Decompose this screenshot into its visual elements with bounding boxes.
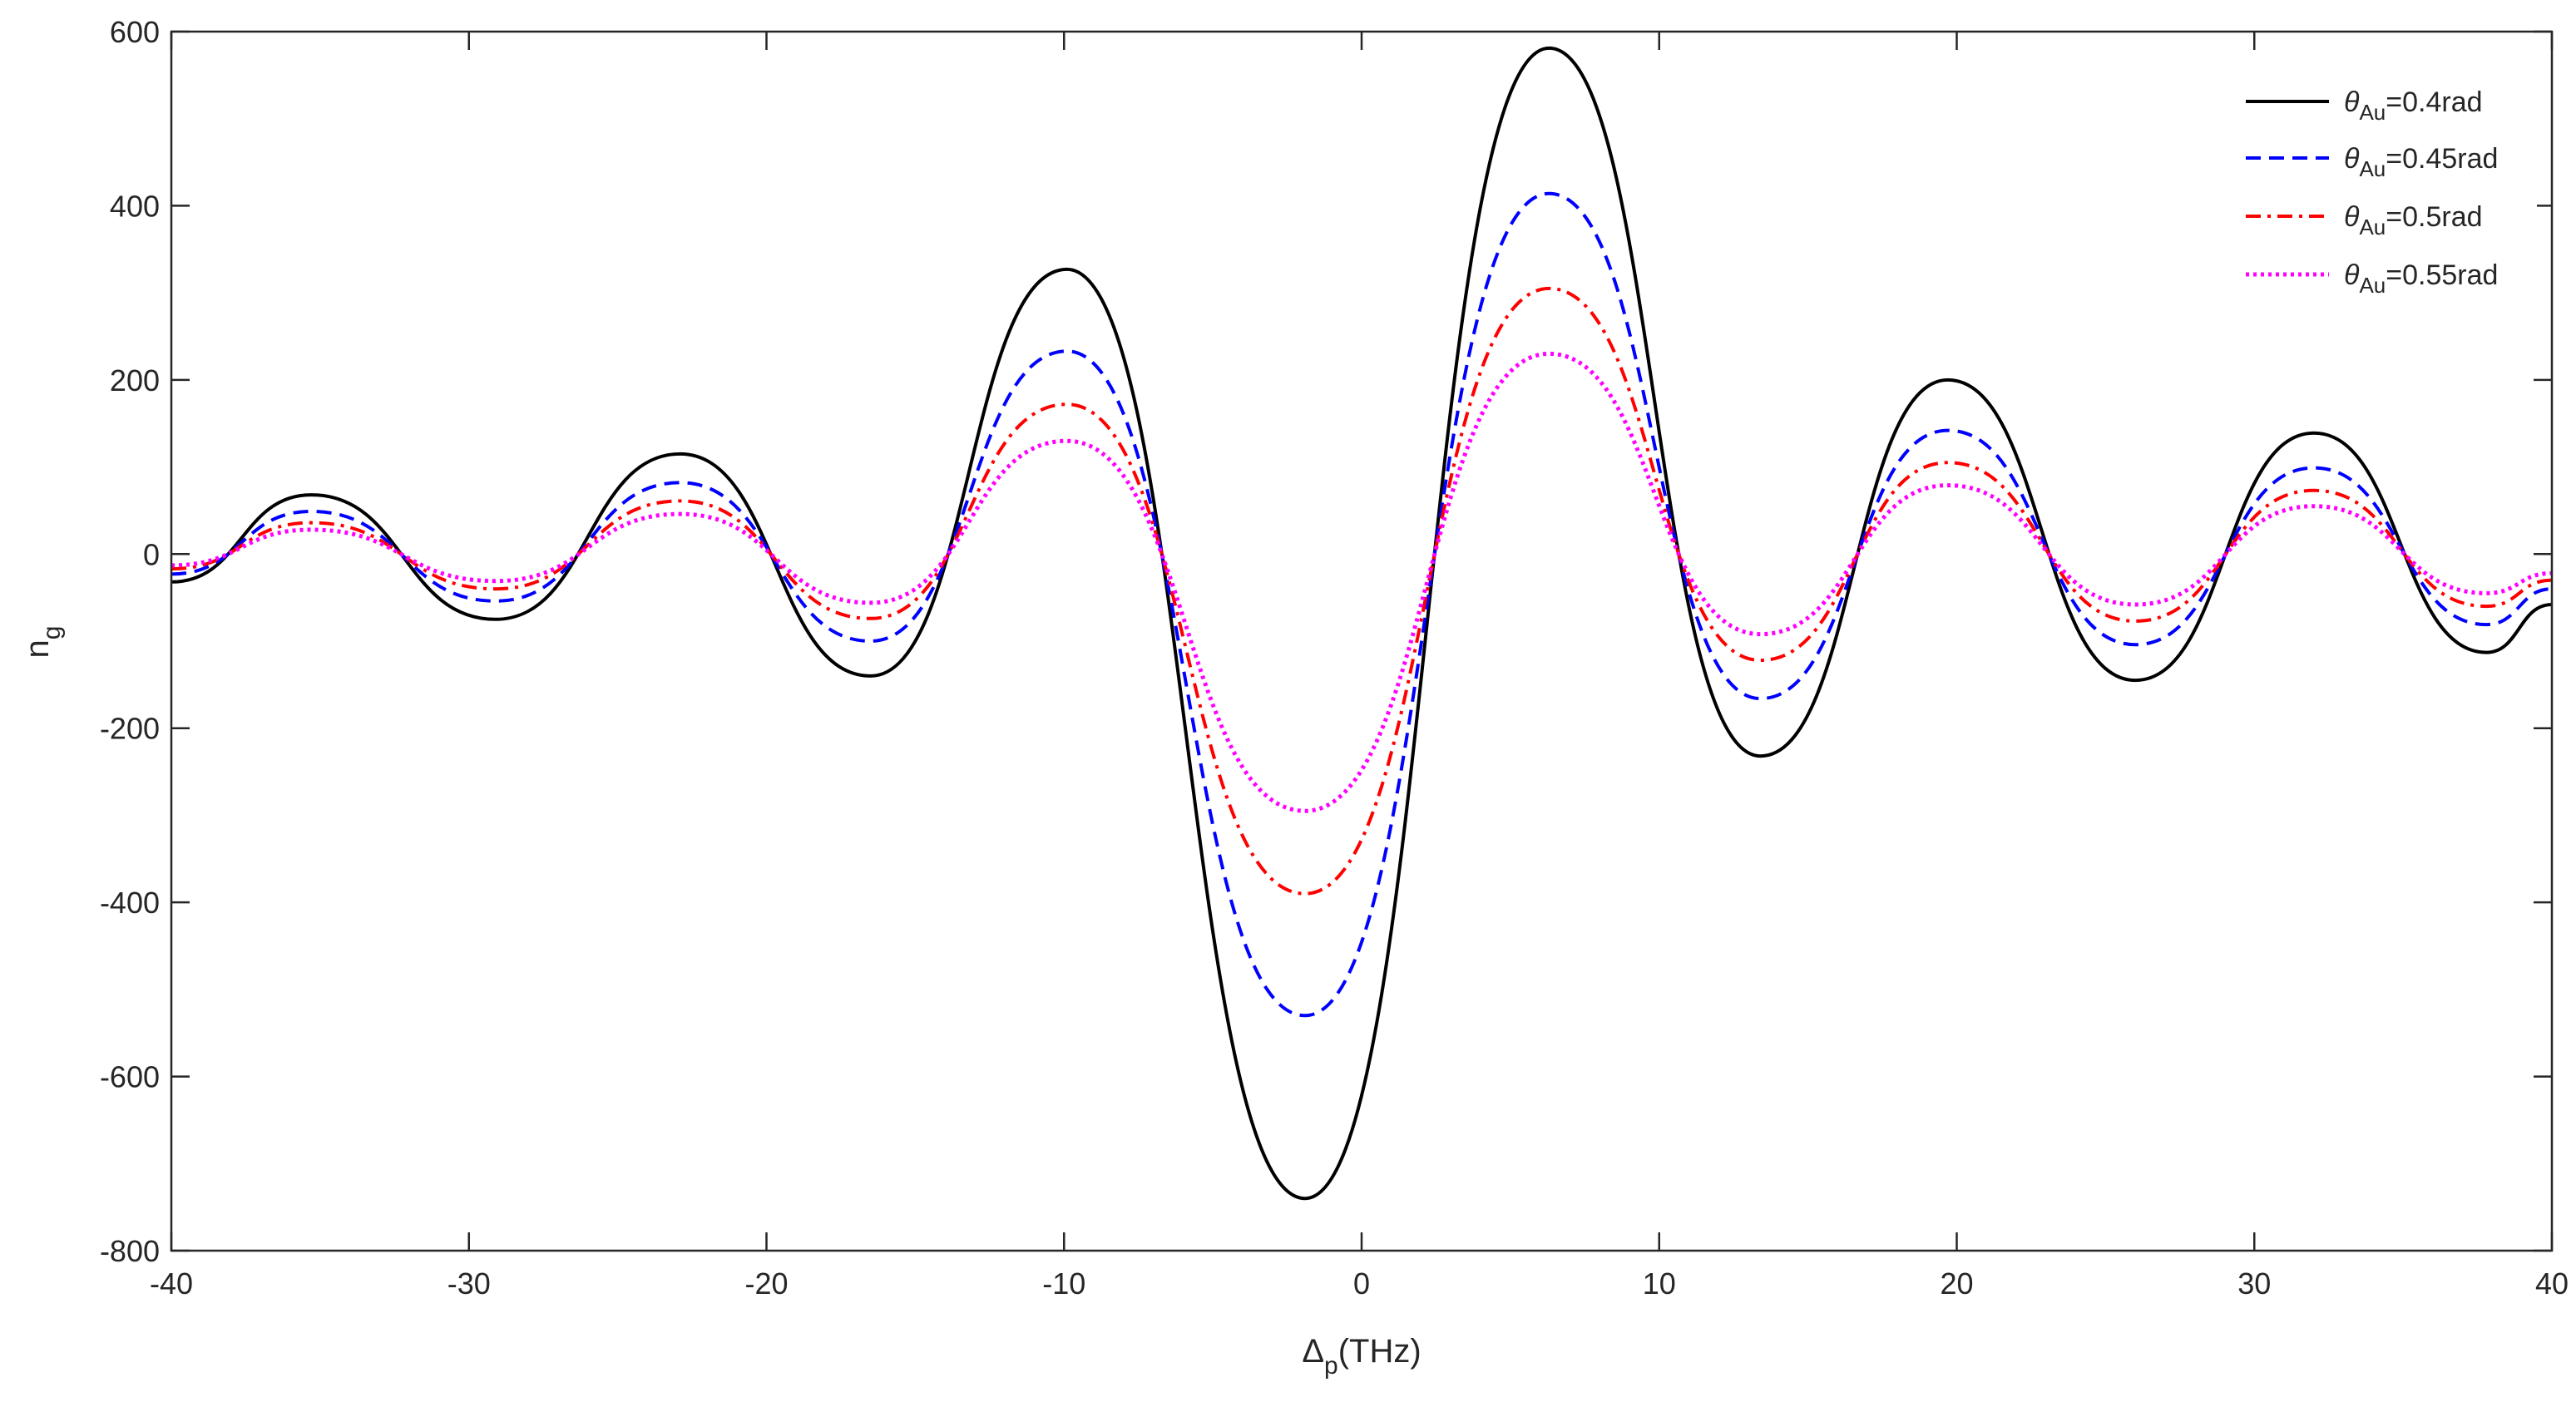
y-tick-label: -200 — [100, 712, 160, 746]
y-tick-label: 200 — [110, 363, 160, 397]
x-tick-label: 20 — [1940, 1266, 1973, 1301]
legend: θAu=0.4rad θAu=0.45rad θAu=0.5rad θAu=0.… — [2229, 67, 2537, 316]
x-tick-label: 40 — [2535, 1266, 2569, 1301]
legend-label-3: θAu=0.5rad — [2344, 201, 2483, 239]
y-tick-label: -400 — [100, 886, 160, 920]
series-line-4 — [171, 351, 2553, 813]
legend-label-2: θAu=0.45rad — [2344, 143, 2498, 181]
y-axis-label: ng — [19, 626, 66, 659]
y-axis-label-sub: g — [38, 626, 66, 640]
legend-label-4: θAu=0.55rad — [2344, 259, 2498, 298]
legend-box — [2229, 67, 2537, 316]
x-axis-label-main: Δ — [1302, 1333, 1324, 1370]
x-tick-label: 10 — [1643, 1266, 1676, 1301]
y-axis-label-main: n — [19, 639, 56, 658]
x-tick-label: 30 — [2237, 1266, 2271, 1301]
x-axis-label-unit: (THz) — [1338, 1333, 1421, 1370]
x-tick-label: -30 — [447, 1266, 491, 1301]
series-line-2 — [171, 191, 2553, 1018]
legend-entry-2: θAu=0.45rad — [2246, 143, 2498, 181]
legend-entry-4: θAu=0.55rad — [2246, 259, 2498, 298]
y-tick-label: 0 — [143, 537, 160, 571]
tick-layer: -40 -30 -20 -10 0 10 20 30 40 -800 -600 -400 -200 0 20… — [100, 15, 2569, 1301]
series-layer — [171, 46, 2553, 1201]
series-line-1 — [171, 46, 2553, 1201]
series-line-3 — [171, 286, 2553, 896]
x-tick-label: 0 — [1353, 1266, 1370, 1301]
y-tick-label: 600 — [110, 15, 160, 49]
plot-background — [171, 32, 2552, 1251]
x-tick-label: -10 — [1042, 1266, 1085, 1301]
x-tick-label: -40 — [150, 1266, 193, 1301]
x-tick-label: -20 — [744, 1266, 788, 1301]
y-tick-label: -800 — [100, 1234, 160, 1268]
y-tick-label: 400 — [110, 189, 160, 223]
x-axis-label-sub: p — [1324, 1352, 1338, 1380]
legend-entry-1: θAu=0.4rad — [2246, 86, 2483, 125]
legend-label-1: θAu=0.4rad — [2344, 86, 2483, 125]
x-axis-label: Δp(THz) — [1302, 1333, 1421, 1380]
y-tick-label: -600 — [100, 1060, 160, 1094]
legend-entry-3: θAu=0.5rad — [2246, 201, 2483, 239]
